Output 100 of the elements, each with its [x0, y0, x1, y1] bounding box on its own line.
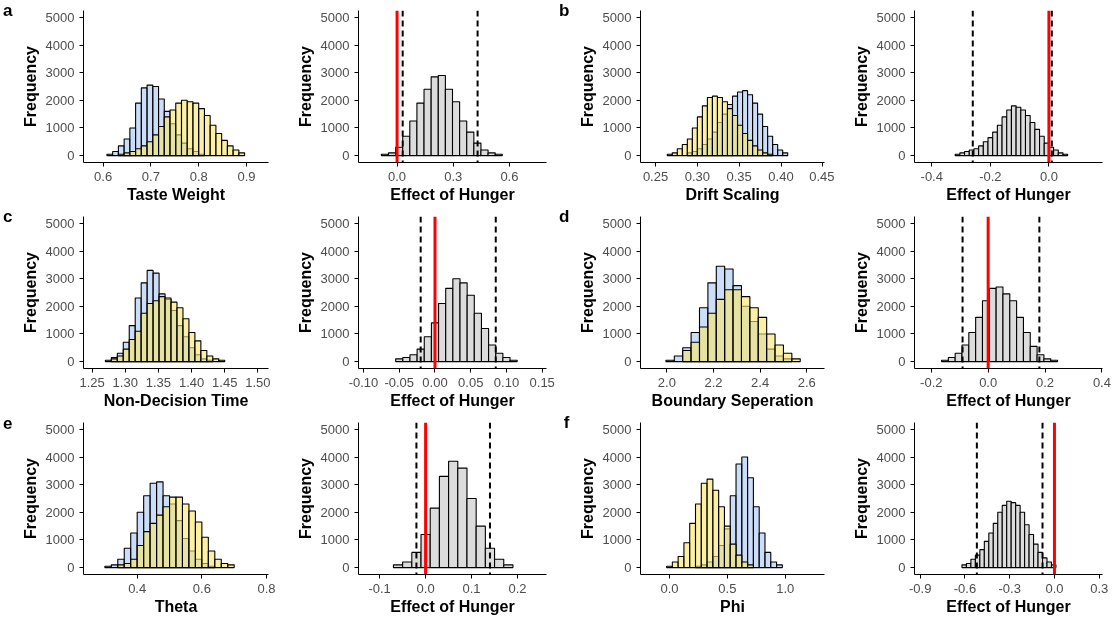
- y-tick-label: 1000: [320, 532, 350, 548]
- y-tick-label: 5000: [602, 215, 632, 231]
- y-tick-label: 5000: [320, 9, 350, 25]
- y-tick-label: 3000: [602, 65, 632, 81]
- y-tick-label: 5000: [602, 421, 632, 437]
- x-tick-label: 1.30: [112, 374, 138, 390]
- y-tick-label: 1000: [320, 120, 350, 136]
- y-tick-label: 0: [342, 560, 350, 576]
- x-tick-label: 0.0: [416, 580, 435, 596]
- x-axis-title: Effect of Hunger: [390, 185, 515, 203]
- x-tick-label: 2.0: [657, 374, 676, 390]
- chart-title: e: [3, 413, 13, 433]
- y-axis-title: Frequency: [852, 45, 870, 127]
- x-tick-label: 2.2: [704, 374, 723, 390]
- x-axis-title: Effect of Hunger: [946, 185, 1071, 203]
- y-tick-label: 4000: [876, 449, 906, 465]
- y-axis-title: Frequency: [852, 457, 870, 539]
- x-tick-label: -0.1: [368, 580, 391, 596]
- y-tick-label: 2000: [45, 298, 75, 314]
- x-tick-label: 0.25: [642, 168, 669, 184]
- x-axis-title: Effect of Hunger: [946, 391, 1071, 409]
- x-tick-label: -0.2: [920, 374, 943, 390]
- y-axis-title: Frequency: [21, 251, 39, 333]
- y-tick-label: 4000: [876, 243, 906, 259]
- x-tick-label: 0.4: [1092, 374, 1111, 390]
- y-tick-label: 3000: [45, 271, 75, 287]
- chart-title: c: [3, 207, 13, 226]
- x-tick-label: 0.0: [660, 580, 679, 596]
- y-tick-label: 5000: [45, 9, 75, 25]
- y-tick-label: 3000: [320, 477, 350, 493]
- y-tick-label: 1000: [602, 120, 632, 136]
- y-tick-label: 3000: [45, 65, 75, 81]
- y-tick-label: 1000: [876, 532, 906, 548]
- y-tick-label: 5000: [602, 9, 632, 25]
- y-tick-label: 1000: [45, 326, 75, 342]
- x-tick-label: 0.8: [257, 580, 276, 596]
- x-tick-label: 0.6: [500, 168, 519, 184]
- y-tick-label: 2000: [45, 92, 75, 108]
- x-tick-label: 2.4: [751, 374, 770, 390]
- y-axis-title: Frequency: [21, 457, 39, 539]
- x-tick-label: 0.6: [192, 580, 211, 596]
- y-tick-label: 2000: [320, 92, 350, 108]
- y-tick-label: 1000: [876, 120, 906, 136]
- x-tick-label: 0.2: [508, 580, 527, 596]
- y-tick-label: 3000: [876, 271, 906, 287]
- y-tick-label: 0: [898, 560, 906, 576]
- y-tick-label: 0: [898, 148, 906, 164]
- x-axis-title: Phi: [720, 597, 745, 615]
- x-tick-label: 0.10: [493, 374, 520, 390]
- y-axis-title: Frequency: [852, 251, 870, 333]
- y-tick-label: 3000: [602, 271, 632, 287]
- x-tick-label: -0.6: [953, 580, 977, 596]
- x-tick-label: 1.45: [212, 374, 238, 390]
- x-tick-label: 0.0: [979, 374, 998, 390]
- y-tick-label: 2000: [602, 504, 632, 520]
- x-tick-label: 0.3: [444, 168, 463, 184]
- y-tick-label: 4000: [320, 37, 350, 53]
- y-axis-title: Frequency: [296, 457, 314, 539]
- y-tick-label: 3000: [602, 477, 632, 493]
- x-tick-label: 0.9: [237, 168, 256, 184]
- y-tick-label: 4000: [45, 449, 75, 465]
- y-tick-label: 2000: [876, 504, 906, 520]
- y-tick-label: 0: [624, 148, 632, 164]
- y-tick-label: 0: [67, 560, 75, 576]
- y-tick-label: 3000: [45, 477, 75, 493]
- y-tick-label: 4000: [45, 243, 75, 259]
- y-tick-label: 0: [342, 148, 350, 164]
- x-tick-label: 0.2: [1036, 374, 1055, 390]
- y-tick-label: 2000: [320, 504, 350, 520]
- y-tick-label: 5000: [45, 421, 75, 437]
- y-tick-label: 4000: [602, 449, 632, 465]
- y-tick-label: 4000: [876, 37, 906, 53]
- y-tick-label: 1000: [45, 120, 75, 136]
- y-tick-label: 5000: [320, 421, 350, 437]
- x-axis-title: Effect of Hunger: [390, 597, 515, 615]
- y-tick-label: 5000: [876, 421, 906, 437]
- y-tick-label: 3000: [320, 65, 350, 81]
- x-tick-label: -0.4: [920, 168, 943, 184]
- x-tick-label: -0.9: [908, 580, 932, 596]
- x-tick-label: -0.05: [384, 374, 415, 390]
- x-tick-label: 0.0: [1039, 168, 1058, 184]
- x-tick-label: -0.3: [998, 580, 1021, 596]
- x-axis-title: Drift Scaling: [685, 185, 780, 203]
- x-tick-label: 0.5: [718, 580, 737, 596]
- x-axis-title: Theta: [154, 597, 198, 615]
- y-tick-label: 3000: [876, 477, 906, 493]
- x-axis-title: Effect of Hunger: [946, 597, 1071, 615]
- x-tick-label: 1.40: [178, 374, 205, 390]
- y-tick-label: 2000: [45, 504, 75, 520]
- y-tick-label: 1000: [45, 532, 75, 548]
- y-tick-label: 0: [898, 354, 906, 370]
- x-tick-label: 1.0: [776, 580, 795, 596]
- x-tick-label: 0.7: [141, 168, 160, 184]
- x-tick-label: 0.35: [726, 168, 752, 184]
- x-tick-label: 0.3: [1090, 580, 1109, 596]
- chart-title: f: [563, 413, 570, 432]
- y-tick-label: 2000: [876, 92, 906, 108]
- x-tick-label: 0.15: [529, 374, 555, 390]
- chart-title: d: [559, 207, 570, 226]
- y-tick-label: 4000: [320, 243, 350, 259]
